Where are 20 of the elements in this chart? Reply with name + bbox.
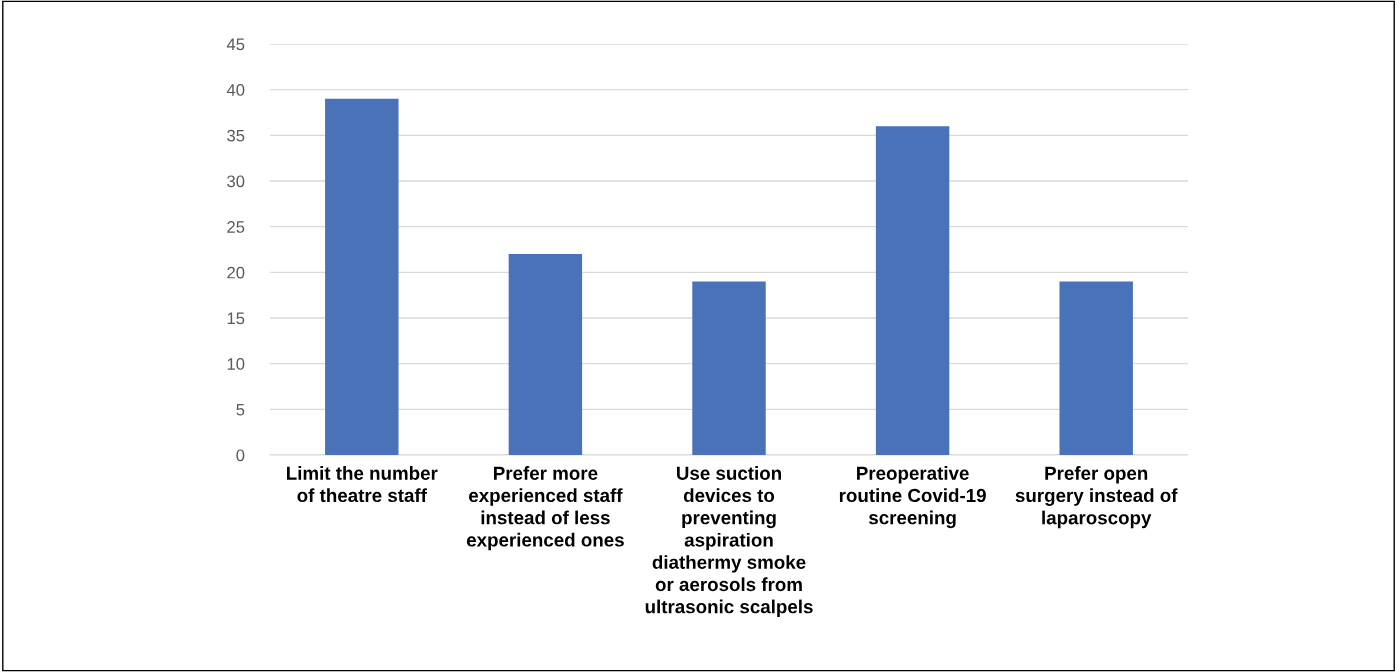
y-tick-label: 10 xyxy=(227,358,245,370)
bar xyxy=(692,281,766,455)
bar xyxy=(508,254,583,455)
bar xyxy=(325,98,399,455)
y-tick-label: 0 xyxy=(236,449,245,462)
x-tick-label: Prefer more experienced staff instead of less experienced ones xyxy=(466,466,624,551)
bar xyxy=(1059,281,1133,455)
bar xyxy=(875,126,950,455)
x-tick-label: Preoperative routine Covid-19 screening xyxy=(839,466,986,529)
y-tick-label: 20 xyxy=(227,266,245,279)
y-tick-label: 45 xyxy=(226,38,245,51)
y-tick-label: 15 xyxy=(227,312,245,325)
x-tick-label: Use suction devices to preventing aspiration diathermy smoke or aerosols from ultrasonic scalpels xyxy=(645,466,813,618)
y-tick-label: 30 xyxy=(227,175,245,188)
x-tick-label: Limit the number of theatre staff xyxy=(287,466,438,503)
y-tick-label: 35 xyxy=(227,129,245,142)
y-tick-label: 25 xyxy=(227,221,245,233)
x-tick-label: Prefer open surgery instead of laparoscopy xyxy=(1015,466,1178,529)
y-tick-label: 40 xyxy=(226,84,245,96)
y-tick-label: 5 xyxy=(236,403,245,416)
